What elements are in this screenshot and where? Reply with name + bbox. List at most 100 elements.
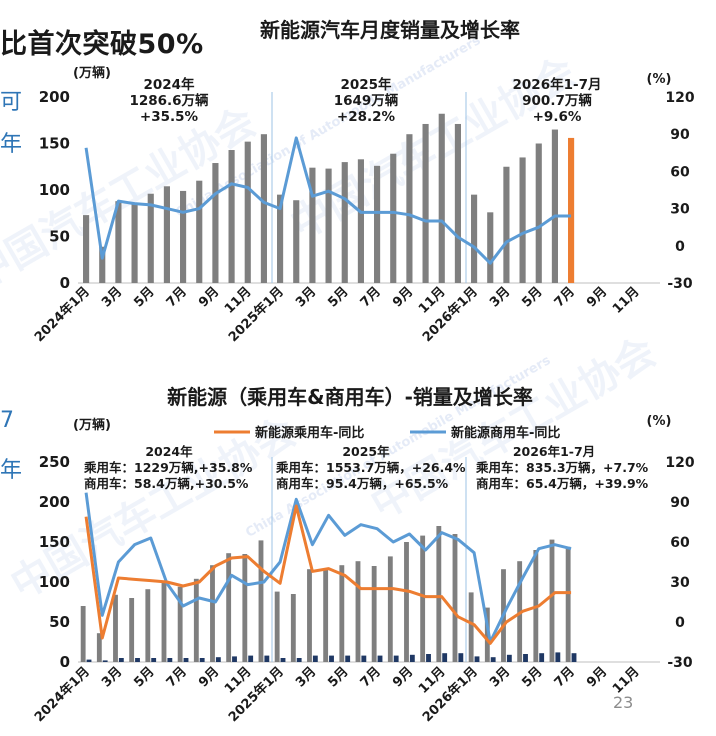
bar-passenger <box>565 546 571 662</box>
bar <box>519 157 526 283</box>
period-annotation: +9.6% <box>533 109 582 125</box>
cropped-slide-title: 比首次突破50% <box>0 29 204 60</box>
bar-passenger <box>145 589 151 662</box>
bar-commercial <box>312 655 318 662</box>
bar-passenger <box>404 542 409 662</box>
bar-commercial <box>442 653 448 662</box>
chart-title: 新能源汽车月度销量及增长率 <box>260 18 520 42</box>
period-annotation: 1649万辆 <box>334 92 399 109</box>
bar-passenger <box>80 606 86 662</box>
bar-passenger <box>323 570 329 662</box>
bar-passenger <box>371 566 377 662</box>
bar-commercial <box>345 655 351 662</box>
period-annotation: +35.5% <box>140 109 199 125</box>
x-tick-label: 2024年1月 <box>31 664 93 726</box>
bar-passenger <box>193 578 199 662</box>
bar <box>309 167 316 283</box>
bar-passenger <box>177 586 183 662</box>
period-annotation: +28.2% <box>337 109 396 125</box>
x-tick-label: 5月 <box>325 664 351 690</box>
bar-commercial <box>232 656 237 662</box>
bar-commercial <box>86 659 92 662</box>
x-tick-label: 3月 <box>487 664 513 690</box>
bar-commercial <box>102 660 108 662</box>
bar <box>357 159 364 283</box>
x-tick-label: 7月 <box>164 284 190 310</box>
bar <box>438 113 445 284</box>
period-annotation: 商用车：58.4万辆,+30.5% <box>84 476 249 491</box>
bar <box>244 141 251 283</box>
y2-tick-label: -30 <box>667 276 693 292</box>
bar-commercial <box>555 652 561 662</box>
bar-commercial <box>183 658 189 662</box>
bar-passenger <box>258 540 264 662</box>
bar <box>260 134 267 283</box>
bar <box>454 123 461 283</box>
y-tick-label: 100 <box>39 573 70 591</box>
y-tick-label: 50 <box>49 228 70 246</box>
bar-passenger <box>290 594 296 662</box>
y2-tick-label: 120 <box>665 455 694 471</box>
period-annotation: 2025年 <box>340 76 392 93</box>
bar-commercial <box>167 658 173 662</box>
x-tick-label: 9月 <box>196 284 222 310</box>
bar <box>180 190 187 283</box>
x-tick-label: 7月 <box>164 664 190 690</box>
period-annotation: 2025年 <box>342 444 390 459</box>
y2-tick-label: 30 <box>670 575 690 591</box>
growth-line <box>84 136 572 265</box>
bar-passenger <box>420 535 426 662</box>
period-annotation: 2026年1-7月 <box>513 76 602 93</box>
bar-passenger <box>96 633 102 662</box>
bar-commercial <box>523 654 528 662</box>
bar-passenger <box>339 565 345 662</box>
period-annotation: 乘用车：1553.7万辆，+26.4% <box>275 460 466 475</box>
bar <box>535 143 542 283</box>
legend-label: 新能源商用车-同比 <box>451 425 560 441</box>
x-tick-label: 3月 <box>99 284 125 310</box>
bar <box>147 193 154 283</box>
cropped-side-glyph: 可 <box>0 90 23 115</box>
y-axis-unit: (万辆) <box>73 65 111 81</box>
y-axis-unit: (万辆) <box>73 417 111 433</box>
period-annotation: 乘用车：835.3万辆，+7.7% <box>475 460 649 475</box>
y-tick-label: 200 <box>39 493 70 511</box>
bar-passenger <box>242 554 248 662</box>
y-tick-label: 0 <box>60 653 70 671</box>
y-tick-label: 250 <box>39 453 70 471</box>
x-tick-label: 7月 <box>358 664 384 690</box>
bar-commercial <box>571 653 577 662</box>
x-tick-label: 3月 <box>487 284 513 310</box>
bar-commercial <box>426 654 431 662</box>
x-tick-label: 3月 <box>99 664 125 690</box>
bar-commercial <box>296 658 302 662</box>
period-annotation: 商用车：65.4万辆，+39.9% <box>476 476 649 491</box>
bar <box>341 162 348 283</box>
bar <box>212 163 219 283</box>
bar-passenger <box>484 607 490 662</box>
bar-passenger <box>307 569 312 662</box>
x-tick-label: 5月 <box>131 664 157 690</box>
y-tick-label: 150 <box>39 533 70 551</box>
bar <box>277 194 284 283</box>
bar-commercial <box>409 654 415 662</box>
y-tick-label: 150 <box>39 135 70 153</box>
x-tick-label: 9月 <box>390 284 416 310</box>
y-tick-label: 0 <box>60 274 70 292</box>
x-tick-label: 11月 <box>610 284 643 317</box>
y2-tick-label: 90 <box>670 495 690 511</box>
cropped-side-glyph: 年 <box>0 458 23 483</box>
y2-axis-unit: (%) <box>647 72 672 87</box>
bar-passenger <box>161 582 167 662</box>
bar <box>131 203 138 283</box>
bar-commercial <box>474 656 480 662</box>
bar <box>422 123 429 283</box>
bar <box>503 166 510 283</box>
x-tick-label: 5月 <box>325 284 351 310</box>
legend-label: 新能源乘用车-同比 <box>255 425 364 441</box>
bar-passenger <box>549 539 555 662</box>
x-tick-label: 9月 <box>196 664 222 690</box>
chart-nev-monthly: 新能源汽车月度销量及增长率 (万辆) (%) 0 50 100 150 200 -30 0 30 60… <box>31 18 695 345</box>
y2-tick-label: 30 <box>670 202 690 218</box>
bar-commercial <box>393 655 399 662</box>
